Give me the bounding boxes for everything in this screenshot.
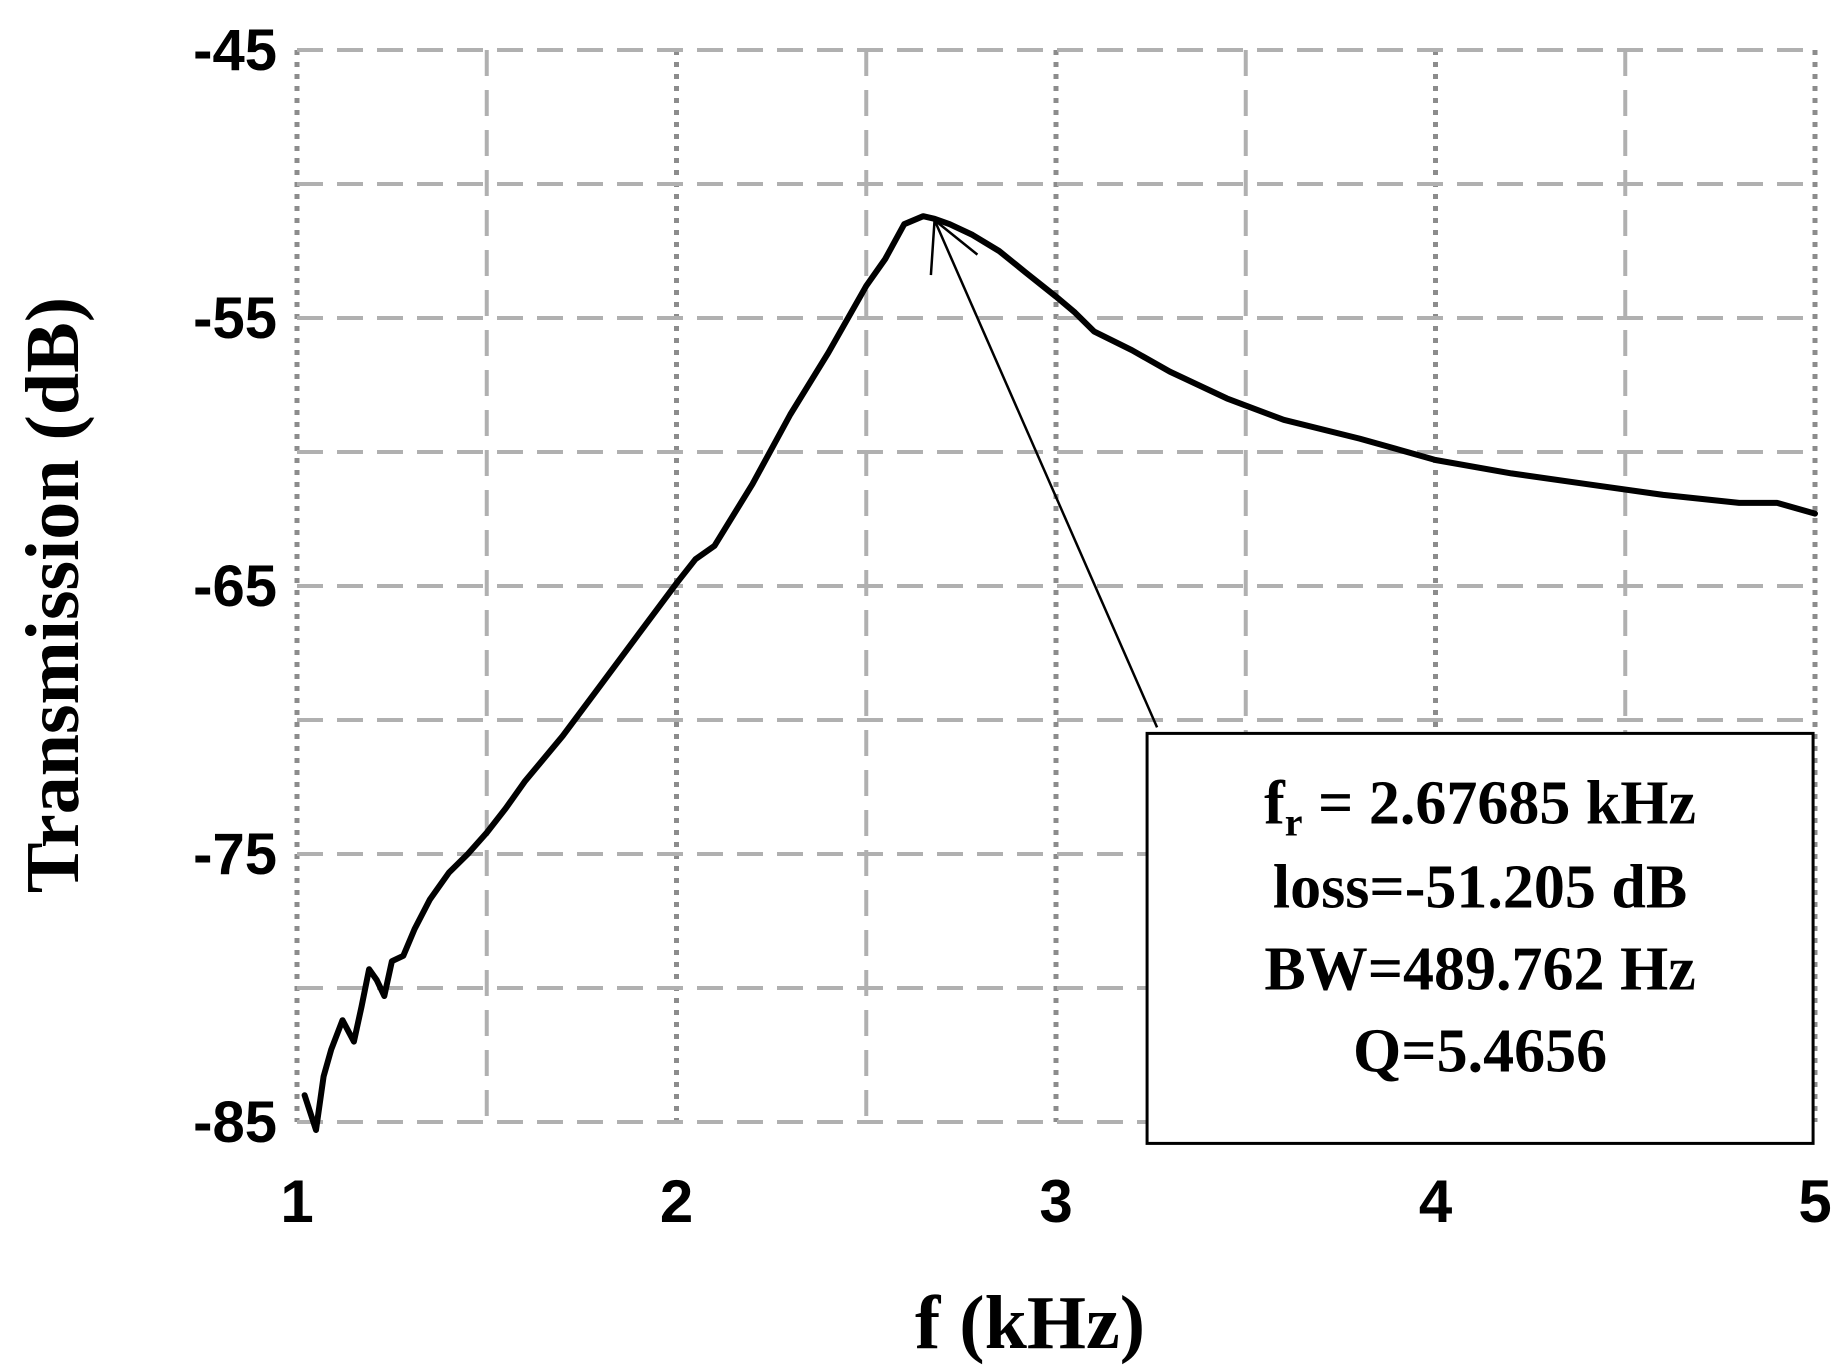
annotation-box xyxy=(1145,731,1815,1145)
resonance-annotation: fr = 2.67685 kHz loss=-51.205 dB BW=489.76… xyxy=(929,217,1815,1145)
annotation-arrowhead xyxy=(929,217,979,276)
y-tick-label: -75 xyxy=(193,822,277,887)
annotation-subscript: r xyxy=(1285,799,1303,844)
x-tick-labels: 1 2 3 4 5 xyxy=(280,1168,1831,1235)
annotation-line: loss=-51.205 dB xyxy=(1273,853,1687,921)
x-tick-label: 2 xyxy=(660,1168,693,1235)
series-layer xyxy=(301,213,1818,1133)
x-tick-label: 4 xyxy=(1419,1168,1453,1235)
annotation-line: BW=489.762 Hz xyxy=(1264,935,1695,1003)
annotation-line: fr = 2.67685 kHz xyxy=(1264,769,1696,844)
y-tick-label: -85 xyxy=(193,1090,277,1155)
y-tick-label: -45 xyxy=(193,18,277,83)
x-axis-label: f (kHz) xyxy=(915,1281,1145,1365)
x-tick-label: 5 xyxy=(1798,1168,1831,1235)
y-tick-labels: -45 -55 -65 -75 -85 xyxy=(193,18,277,1155)
annotation-arrow-line xyxy=(933,219,1159,728)
annotation-line: Q=5.4656 xyxy=(1353,1017,1607,1085)
y-tick-label: -65 xyxy=(193,554,277,619)
x-tick-label: 3 xyxy=(1039,1168,1072,1235)
x-tick-label: 1 xyxy=(280,1168,313,1235)
series-line xyxy=(301,213,1818,1133)
annotation-symbol: f xyxy=(1264,769,1286,837)
annotation-value: = 2.67685 kHz xyxy=(1303,769,1697,837)
y-axis-label: Transmission (dB) xyxy=(11,297,95,893)
y-tick-label: -55 xyxy=(193,286,277,351)
